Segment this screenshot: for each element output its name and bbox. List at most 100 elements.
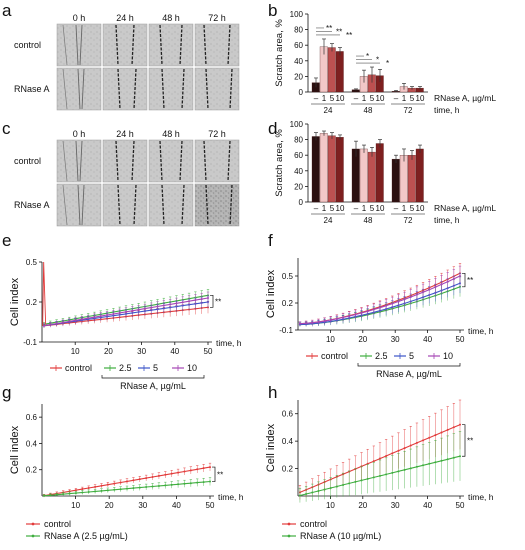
micrograph-tile xyxy=(148,67,194,111)
x-tick-label: 30 xyxy=(137,347,146,356)
legend-marker xyxy=(287,534,291,538)
x-tick-label: 40 xyxy=(172,501,181,510)
image-panel-a: 0 h 24 h 48 h 72 h control RNase A xyxy=(14,13,240,111)
x-tick-label: 20 xyxy=(358,335,367,344)
scratch-edge xyxy=(227,24,231,66)
x-tick-label: 20 xyxy=(104,347,113,356)
dose-tick-label: – xyxy=(354,204,359,213)
scratch-edge xyxy=(77,68,81,110)
dose-tick-label: – xyxy=(314,204,319,213)
micrograph-tile xyxy=(148,23,194,67)
x-tick-label: 10 xyxy=(71,347,80,356)
micrograph-tile xyxy=(194,183,240,227)
micrograph-tile xyxy=(148,139,194,183)
panel-label-f: f xyxy=(268,231,273,250)
scratch-edge xyxy=(131,24,135,66)
y-tick-label: 0.6 xyxy=(26,413,38,422)
scratch-edge xyxy=(205,68,209,110)
legend-label: 10 xyxy=(443,351,453,361)
bar xyxy=(359,148,368,203)
y-axis-label: Cell index xyxy=(9,425,21,474)
micrograph-tile xyxy=(194,67,240,111)
group-label: 24 xyxy=(324,106,333,115)
y-tick-label: 0.2 xyxy=(26,466,38,475)
micrograph-tile xyxy=(102,139,148,183)
bar xyxy=(367,151,376,203)
y-axis-label: Scratch area, % xyxy=(274,19,285,87)
dose-tick-label: – xyxy=(314,94,319,103)
dose-axis-label: RNase A, µg/mL xyxy=(434,93,496,103)
micrograph-tile xyxy=(194,139,240,183)
series-line xyxy=(299,455,461,497)
scratch-edge xyxy=(229,68,233,110)
series-line xyxy=(43,466,211,497)
bar xyxy=(335,51,344,93)
micrograph-tile xyxy=(102,23,148,67)
group-label: 48 xyxy=(364,216,373,225)
legend-label: 2.5 xyxy=(119,363,132,373)
x-tick-label: 10 xyxy=(71,501,80,510)
legend-group-label: RNase A, µg/mL xyxy=(376,369,442,379)
series-0 xyxy=(42,462,212,497)
y-tick-label: 80 xyxy=(294,26,303,35)
time-header-0: 0 h xyxy=(73,13,86,23)
panel-label-g: g xyxy=(2,383,11,402)
dose-tick-label: 1 xyxy=(362,204,367,213)
bar xyxy=(327,47,336,93)
bar xyxy=(335,137,344,203)
x-tick-label: 40 xyxy=(423,335,432,344)
scratch-edge xyxy=(75,24,79,66)
scratch-edge xyxy=(81,184,85,226)
scratch-edge xyxy=(159,140,163,182)
time-header-2: 48 h xyxy=(162,13,180,23)
panel-label-a: a xyxy=(2,1,12,20)
y-tick-label: 0.5 xyxy=(282,272,294,281)
x-tick-label: 40 xyxy=(170,347,179,356)
scratch-edge xyxy=(161,68,165,110)
dose-tick-label: 1 xyxy=(322,204,327,213)
group-label: 72 xyxy=(404,106,413,115)
legend-label: control xyxy=(65,363,92,373)
series-1 xyxy=(298,431,462,503)
significance-mark: ** xyxy=(336,27,342,36)
significance-bracket xyxy=(212,466,216,482)
series-line xyxy=(43,480,211,497)
panel-label-b: b xyxy=(268,1,277,20)
time-header-1: 24 h xyxy=(116,13,134,23)
dose-tick-label: – xyxy=(354,94,359,103)
panel-label-c: c xyxy=(2,119,11,138)
scratch-edge xyxy=(203,140,207,182)
significance-bracket xyxy=(210,294,214,308)
y-axis-label: Cell index xyxy=(9,277,21,326)
significance-bracket xyxy=(462,424,466,457)
y-axis-label: Cell index xyxy=(265,269,277,318)
x-tick-label: 50 xyxy=(456,335,465,344)
legend-label: control xyxy=(44,519,71,529)
x-tick-label: 30 xyxy=(391,335,400,344)
scratch-edge xyxy=(62,184,68,226)
dose-tick-label: 1 xyxy=(322,94,327,103)
micrograph-tile xyxy=(148,183,194,227)
legend-label: RNase A (2.5 µg/mL) xyxy=(44,531,128,541)
y-tick-label: 0.2 xyxy=(282,299,294,308)
legend-label: 5 xyxy=(409,351,414,361)
y-axis-label: Scratch area, % xyxy=(274,129,285,197)
dose-axis-label: RNase A, µg/mL xyxy=(434,203,496,213)
time-header-0: 0 h xyxy=(73,129,86,139)
x-tick-label: 40 xyxy=(423,501,432,510)
line-chart-f: -0.1 0.2 0.5 10 20 30 40 50 Cell index time, h ** c… xyxy=(265,258,494,379)
y-tick-label: 40 xyxy=(294,57,303,66)
scratch-edge xyxy=(131,140,135,182)
x-axis-label: time, h xyxy=(218,492,244,502)
x-tick-label: 20 xyxy=(358,501,367,510)
line-chart-h: 0.2 0.4 0.6 10 20 30 40 50 Cell index time, h ** co… xyxy=(265,399,494,541)
scratch-edge xyxy=(79,140,83,182)
y-tick-label: 100 xyxy=(290,10,304,19)
series-2 xyxy=(298,273,462,327)
scratch-edge xyxy=(181,184,185,226)
panel-label-h: h xyxy=(268,383,277,402)
